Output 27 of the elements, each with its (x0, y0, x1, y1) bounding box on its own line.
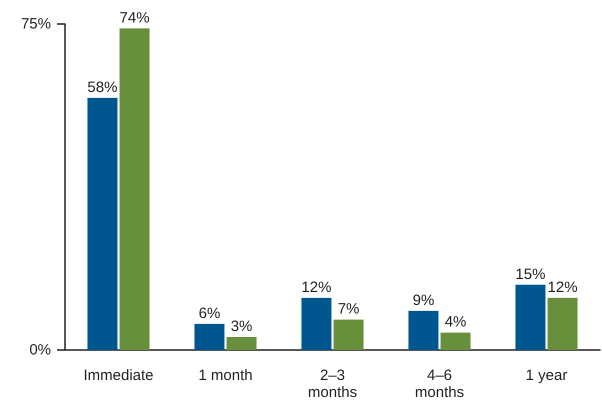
bar (548, 298, 578, 350)
bar (334, 320, 364, 350)
data-label: 74% (120, 9, 150, 26)
x-tick-label: 2–3 months (308, 367, 358, 401)
data-label: 58% (87, 78, 118, 96)
x-tick-label: Immediate (83, 367, 154, 384)
x-tick-label: 4–6 months (414, 367, 464, 401)
data-label: 7% (338, 300, 360, 318)
bar (408, 310, 438, 350)
data-label: 4% (444, 314, 466, 331)
y-tick-label: 0% (29, 342, 51, 358)
data-label: 12% (548, 278, 578, 296)
bar (226, 336, 257, 350)
y-tick-label: 75% (20, 16, 51, 32)
bar (87, 98, 118, 350)
data-label: 15% (515, 266, 546, 283)
x-tick-label: 1 month (198, 367, 253, 384)
data-label: 6% (198, 304, 220, 322)
bar (440, 332, 471, 350)
bar (194, 324, 224, 350)
bar (120, 28, 150, 350)
data-label: 12% (301, 278, 332, 296)
data-label: 9% (412, 292, 434, 309)
x-tick-label: 1 year (526, 367, 568, 384)
bar (515, 284, 546, 350)
data-label: 3% (230, 318, 252, 335)
bar (301, 298, 332, 350)
